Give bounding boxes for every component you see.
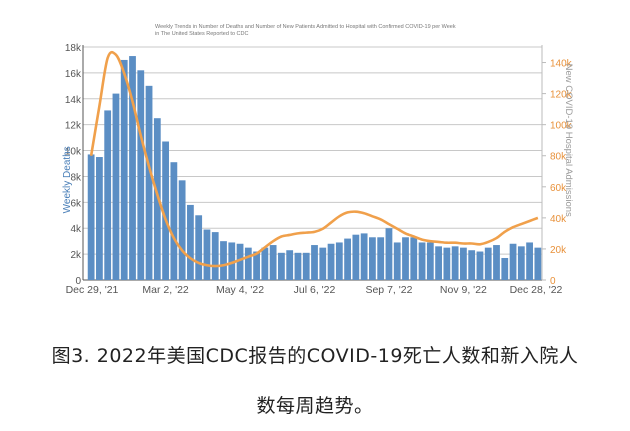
y-tick-label: 10k <box>65 147 82 158</box>
bar <box>410 237 418 280</box>
bar <box>96 157 103 280</box>
bar <box>476 251 484 280</box>
bar <box>377 237 385 280</box>
y-right-tick-label: 40k <box>550 214 567 225</box>
bar <box>468 250 476 280</box>
bar <box>402 237 409 280</box>
y-right-tick-label: 0 <box>550 276 556 287</box>
bar-series <box>87 56 542 280</box>
bar <box>104 110 112 280</box>
bar <box>253 251 260 280</box>
y-right-tick-label: 80k <box>550 152 567 163</box>
bar <box>137 70 145 280</box>
bar <box>460 247 467 280</box>
line-series <box>89 50 539 268</box>
bar <box>236 243 244 280</box>
x-tick-label: Nov 9, '22 <box>440 284 487 296</box>
bar <box>418 242 426 280</box>
bar <box>211 232 219 280</box>
bar <box>517 246 525 280</box>
bar <box>509 243 517 280</box>
figure-caption-line-2: 数每周趋势。 <box>256 395 374 417</box>
y-tick-label: 14k <box>65 95 82 106</box>
bar <box>195 215 203 280</box>
bar <box>501 257 509 280</box>
bar <box>244 247 252 280</box>
bar <box>493 245 500 280</box>
bar <box>344 238 351 280</box>
y-right-tick-label: 60k <box>550 183 567 194</box>
bar <box>294 252 302 280</box>
bar <box>534 247 542 280</box>
bar <box>311 245 318 280</box>
chart-figure: 0 2k 4k 6k 8k 10k 12k 14k 16k 18k 0 20k 40k 60k 80k 100… <box>62 24 574 296</box>
bar <box>261 247 269 280</box>
bar <box>162 141 169 280</box>
y-right-tick-label: 20k <box>550 245 567 256</box>
bar <box>278 252 285 280</box>
x-tick-label: Mar 2, '22 <box>142 284 189 296</box>
y-axis-label: Weekly Deaths <box>62 146 73 213</box>
y-right-tick-label: 140k <box>550 59 573 70</box>
chart-title: Weekly Trends in Number of Deaths and Nu… <box>155 24 456 37</box>
figure-caption-line-1: 图3. 2022年美国CDC报告的COVID-19死亡人数和新入院人 <box>51 345 579 367</box>
bar <box>385 228 393 280</box>
x-tick-label: Dec 29, '21 <box>66 284 119 296</box>
bar <box>327 243 335 280</box>
y-tick-label: 18k <box>65 43 82 54</box>
y-right-tick-label: 100k <box>550 121 573 132</box>
bar <box>484 247 492 280</box>
y-tick-label: 4k <box>70 224 82 235</box>
chart-title-line: Weekly Trends in Number of Deaths and Nu… <box>155 24 456 30</box>
x-tick-label: Dec 28, '22 <box>510 284 563 296</box>
bar <box>203 229 211 280</box>
x-tick-label: Sep 7, '22 <box>365 284 412 296</box>
y-right-axis-label: New COVID-19 Hospital Admissions <box>563 64 574 217</box>
chart-svg: 0 2k 4k 6k 8k 10k 12k 14k 16k 18k 0 20k 40k 60k 80k 100… <box>62 24 574 296</box>
y-tick-label: 16k <box>65 69 82 80</box>
bar <box>352 234 360 280</box>
bar <box>269 245 277 280</box>
bar <box>451 246 459 280</box>
y-tick-label: 12k <box>65 121 82 132</box>
bar <box>178 180 186 280</box>
bar <box>145 85 153 280</box>
bar <box>228 242 236 280</box>
bar <box>187 204 194 280</box>
bar <box>129 56 136 280</box>
bar <box>393 242 401 280</box>
y-tick-label: 0 <box>75 276 81 287</box>
bar <box>170 162 178 280</box>
admissions-line <box>89 50 539 268</box>
bar <box>153 118 161 280</box>
bar <box>87 154 95 280</box>
bar <box>443 247 451 280</box>
bar <box>112 93 120 280</box>
bar <box>286 250 294 280</box>
y-right-tick-label: 120k <box>550 90 573 101</box>
y-tick-label: 2k <box>70 250 82 261</box>
bar <box>220 241 227 280</box>
y-tick-label: 6k <box>70 198 82 209</box>
y-tick-label: 8k <box>70 172 82 183</box>
bar <box>369 237 376 280</box>
chart-title-line: in The United States Reported to CDC <box>155 31 248 37</box>
bar <box>120 59 128 280</box>
x-tick-label: May 4, '22 <box>216 284 264 296</box>
bar <box>302 252 310 280</box>
bar <box>426 242 434 280</box>
x-tick-label: Jul 6, '22 <box>294 284 336 296</box>
bar <box>335 242 343 280</box>
axes: 0 2k 4k 6k 8k 10k 12k 14k 16k 18k 0 20k 40k 60k 80k 100… <box>62 43 574 296</box>
bar <box>526 242 533 280</box>
bar <box>360 233 368 280</box>
bar <box>319 247 327 280</box>
bar <box>435 246 442 280</box>
